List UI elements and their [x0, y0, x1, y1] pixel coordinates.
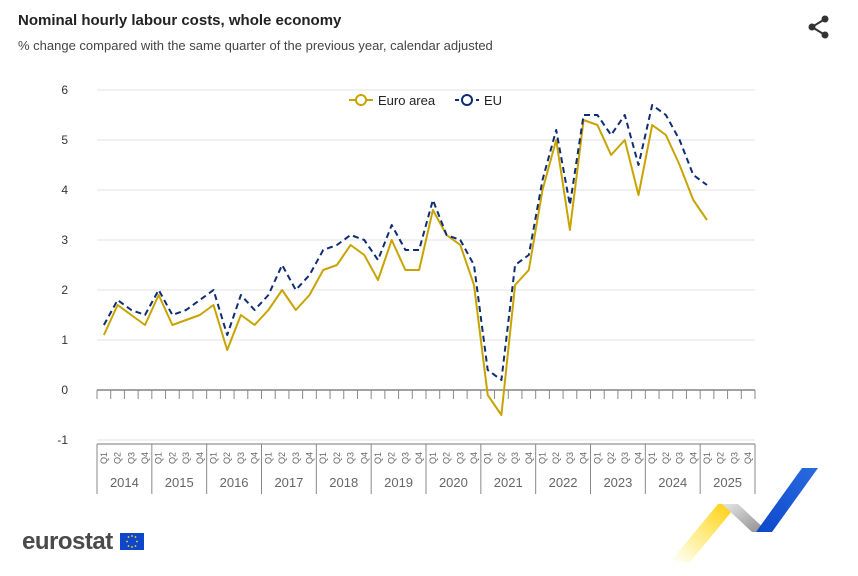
y-tick-label: 0: [61, 383, 68, 397]
x-tick-label-quarter: Q3: [181, 452, 191, 464]
y-axis-ticks: 6 5 4 3 2 1 0 -1: [57, 83, 68, 447]
series-lines: [102, 104, 708, 416]
x-tick-label-quarter: Q3: [236, 452, 246, 464]
x-tick-label-quarter: Q1: [154, 452, 164, 464]
x-tick-label-quarter: Q1: [373, 452, 383, 464]
legend-item: Euro area: [349, 93, 436, 108]
chart-title: Nominal hourly labour costs, whole econo…: [18, 12, 342, 29]
x-tick-label-quarter: Q4: [250, 452, 260, 464]
x-tick-label-year: 2015: [165, 475, 194, 490]
share-icon[interactable]: [806, 14, 832, 40]
x-tick-label-quarter: Q2: [332, 452, 342, 464]
x-tick-label-quarter: Q1: [647, 452, 657, 464]
x-tick-label-year: 2021: [494, 475, 523, 490]
x-tick-label-quarter: Q3: [126, 452, 136, 464]
x-tick-label-quarter: Q3: [400, 452, 410, 464]
eu-flag-icon: [120, 533, 144, 550]
x-tick-label-quarter: Q3: [346, 452, 356, 464]
legend-label: EU: [484, 93, 502, 108]
x-tick-label-quarter: Q2: [277, 452, 287, 464]
y-tick-label: 2: [61, 283, 68, 297]
series-line-euro-area: [102, 119, 708, 416]
x-tick-label-quarter: Q3: [729, 452, 739, 464]
x-tick-label-quarter: Q1: [428, 452, 438, 464]
x-tick-label-quarter: Q4: [414, 452, 424, 464]
x-tick-label-quarter: Q4: [524, 452, 534, 464]
y-tick-label: 1: [61, 333, 68, 347]
legend-marker: [355, 94, 367, 106]
y-tick-label: 5: [61, 133, 68, 147]
x-tick-label-quarter: Q4: [579, 452, 589, 464]
x-tick-label-quarter: Q1: [99, 452, 109, 464]
x-tick-label-year: 2019: [384, 475, 413, 490]
legend-item: EU: [455, 93, 502, 108]
x-tick-label-quarter: Q4: [469, 452, 479, 464]
x-tick-label-quarter: Q1: [263, 452, 273, 464]
x-tick-label-year: 2023: [603, 475, 632, 490]
y-tick-label: 4: [61, 183, 68, 197]
y-tick-label: -1: [57, 433, 68, 447]
x-tick-label-quarter: Q2: [442, 452, 452, 464]
x-tick-label-quarter: Q3: [510, 452, 520, 464]
x-tick-label-quarter: Q2: [387, 452, 397, 464]
x-tick-label-quarter: Q1: [592, 452, 602, 464]
x-tick-label-quarter: Q3: [675, 452, 685, 464]
decorative-stripes: [660, 462, 820, 567]
x-tick-label-quarter: Q4: [688, 452, 698, 464]
x-tick-label-quarter: Q2: [606, 452, 616, 464]
x-tick-label-quarter: Q2: [496, 452, 506, 464]
x-tick-label-quarter: Q1: [318, 452, 328, 464]
x-tick-label-quarter: Q2: [551, 452, 561, 464]
x-tick-label-quarter: Q3: [565, 452, 575, 464]
x-tick-label-year: 2022: [549, 475, 578, 490]
x-tick-label-quarter: Q2: [167, 452, 177, 464]
chart-subtitle: % change compared with the same quarter …: [18, 38, 493, 53]
x-tick-label-quarter: Q4: [359, 452, 369, 464]
x-tick-label-quarter: Q1: [538, 452, 548, 464]
legend-marker: [461, 94, 473, 106]
x-tick-label-quarter: Q2: [661, 452, 671, 464]
x-tick-label-quarter: Q3: [455, 452, 465, 464]
x-tick-label-year: 2020: [439, 475, 468, 490]
x-tick-label-year: 2018: [329, 475, 358, 490]
series-line-eu: [103, 104, 708, 381]
legend-label: Euro area: [378, 93, 436, 108]
x-tick-label-quarter: Q2: [222, 452, 232, 464]
x-tick-label-quarter: Q4: [304, 452, 314, 464]
grid-lines: [97, 89, 755, 441]
x-tick-label-year: 2016: [220, 475, 249, 490]
x-tick-label-quarter: Q3: [620, 452, 630, 464]
y-tick-label: 3: [61, 233, 68, 247]
x-tick-label-quarter: Q2: [113, 452, 123, 464]
x-tick-label-quarter: Q1: [209, 452, 219, 464]
x-tick-label-year: 2014: [110, 475, 139, 490]
legend: Euro area EU: [349, 93, 502, 108]
x-tick-label-quarter: Q4: [743, 452, 753, 464]
eurostat-logo: eurostat: [22, 528, 113, 555]
x-tick-label-year: 2024: [658, 475, 687, 490]
x-tick-label-quarter: Q3: [291, 452, 301, 464]
x-tick-label-quarter: Q4: [195, 452, 205, 464]
x-tick-label-quarter: Q2: [716, 452, 726, 464]
x-tick-label-quarter: Q4: [140, 452, 150, 464]
x-tick-label-quarter: Q4: [633, 452, 643, 464]
x-tick-label-quarter: Q1: [702, 452, 712, 464]
x-tick-label-year: 2025: [713, 475, 742, 490]
x-tick-label-year: 2017: [274, 475, 303, 490]
y-tick-label: 6: [61, 83, 68, 97]
x-tick-label-quarter: Q1: [483, 452, 493, 464]
x-axis: Q1 Q2 Q3 Q4 Q1 Q2 Q3 Q4 Q1 Q2 Q3 Q4 Q1 Q2 Q3 Q4 Q1 Q2 Q3 Q4…: [96, 389, 756, 494]
